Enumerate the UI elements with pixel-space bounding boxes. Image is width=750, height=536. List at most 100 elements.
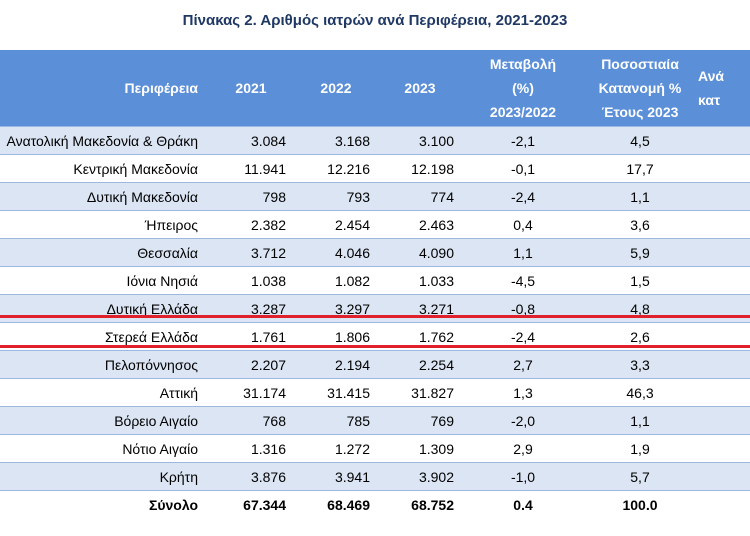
table-row: Αττική 31.174 31.415 31.827 1,3 46,3: [0, 378, 750, 407]
share-text: 5,9: [630, 244, 650, 261]
value-2021-cell: 1.316: [208, 434, 294, 463]
value-2023-cell: 2.463: [378, 210, 462, 239]
value-2023-cell: 68.752: [378, 490, 462, 511]
value-2022-cell: 3.297: [294, 294, 378, 323]
value-2021-text: 2.382: [250, 216, 286, 233]
value-2021-text: 3.876: [250, 468, 286, 485]
value-2021-text: 67.344: [243, 496, 286, 511]
extra-cell-cut: [696, 294, 750, 323]
change-cell: 2,9: [462, 434, 584, 463]
value-2022-text: 12.216: [327, 160, 370, 177]
region-text: Ιόνια Νησιά: [126, 272, 198, 289]
header-change-line2: (%): [512, 80, 534, 96]
region-text: Σύνολο: [148, 496, 198, 511]
value-2023-text: 31.827: [411, 384, 454, 401]
change-text: 2,9: [513, 440, 533, 457]
region-cell: Θεσσαλία: [0, 238, 208, 267]
value-2023-text: 3.271: [418, 300, 454, 317]
value-2023-text: 769: [430, 412, 454, 429]
change-text: -0,1: [510, 160, 536, 177]
value-2022-text: 1.082: [334, 272, 370, 289]
table-row: Ανατολική Μακεδονία & Θράκη 3.084 3.168 3.1…: [0, 126, 750, 155]
highlight-line-top: [0, 315, 750, 318]
header-change-line1: Μεταβολή: [489, 56, 557, 72]
value-2022-text: 4.046: [334, 244, 370, 261]
share-text: 5,7: [630, 468, 650, 485]
change-cell: -2,0: [462, 406, 584, 435]
change-cell: -0,1: [462, 154, 584, 183]
region-text: Αττική: [159, 384, 198, 401]
table-row: Πελοπόννησος 2.207 2.194 2.254 2,7 3,3: [0, 350, 750, 379]
share-text: 46,3: [626, 384, 654, 401]
value-2022-text: 3.168: [334, 132, 370, 149]
share-text: 4,5: [630, 132, 650, 149]
change-text: 2,7: [513, 356, 533, 373]
change-text: -2,4: [510, 328, 536, 345]
value-2021-cell: 3.287: [208, 294, 294, 323]
region-text: Πελοπόννησος: [104, 356, 198, 373]
value-2023-text: 4.090: [418, 244, 454, 261]
share-text: 100,0: [622, 496, 658, 511]
value-2021-cell: 31.174: [208, 378, 294, 407]
change-text: 1,3: [513, 384, 533, 401]
value-2022-text: 1.272: [334, 440, 370, 457]
extra-cell-cut: [696, 266, 750, 295]
value-2023-text: 2.463: [418, 216, 454, 233]
value-2021-text: 3.287: [250, 300, 286, 317]
region-text: Δυτική Ελλάδα: [106, 300, 198, 317]
value-2023-text: 3.100: [418, 132, 454, 149]
value-2022-cell: 785: [294, 406, 378, 435]
table-row: Στερεά Ελλάδα 1.761 1.806 1.762 -2,4 2,6: [0, 322, 750, 351]
value-2023-text: 774: [430, 188, 454, 205]
table-row: Ήπειρος 2.382 2.454 2.463 0,4 3,6: [0, 210, 750, 239]
header-extra-line2: κατ: [698, 92, 721, 108]
value-2021-cell: 2.382: [208, 210, 294, 239]
header-change-line3: 2023/2022: [489, 104, 557, 120]
value-2023-text: 12.198: [411, 160, 454, 177]
share-text: 4,8: [630, 300, 650, 317]
region-cell: Δυτική Μακεδονία: [0, 182, 208, 211]
extra-cell-cut: [696, 238, 750, 267]
region-cell: Ιόνια Νησιά: [0, 266, 208, 295]
extra-cell-cut: [696, 210, 750, 239]
change-text: 0,4: [513, 496, 533, 511]
value-2021-cell: 11.941: [208, 154, 294, 183]
header-share-line1: Ποσοστιαία: [601, 56, 679, 72]
header-share-line3: Έτους 2023: [601, 104, 679, 120]
extra-cell-cut: [696, 154, 750, 183]
region-cell: Κεντρική Μακεδονία: [0, 154, 208, 183]
region-cell: Πελοπόννησος: [0, 350, 208, 379]
value-2021-text: 11.941: [244, 160, 286, 177]
value-2022-cell: 1.272: [294, 434, 378, 463]
doctors-table-container: Περιφέρεια 2021 2022 2023 Μεταβολή (%) 2…: [0, 50, 750, 510]
header-region: Περιφέρεια: [0, 50, 208, 127]
value-2021-cell: 67.344: [208, 490, 294, 511]
extra-cell-cut: [696, 182, 750, 211]
region-cell: Νότιο Αιγαίο: [0, 434, 208, 463]
value-2023-cell: 1.033: [378, 266, 462, 295]
value-2022-cell: 4.046: [294, 238, 378, 267]
share-text: 17,7: [626, 160, 654, 177]
value-2022-cell: 1.082: [294, 266, 378, 295]
header-2023: 2023: [378, 50, 462, 127]
header-2021: 2021: [208, 50, 294, 127]
value-2023-cell: 12.198: [378, 154, 462, 183]
change-cell: -4,5: [462, 266, 584, 295]
table-row: Ιόνια Νησιά 1.038 1.082 1.033 -4,5 1,5: [0, 266, 750, 295]
change-cell: 0,4: [462, 490, 584, 511]
share-text: 2,6: [630, 328, 650, 345]
total-row: Σύνολο 67.344 68.469 68.752 0,4 100,0: [0, 490, 750, 511]
region-text: Στερεά Ελλάδα: [104, 328, 198, 345]
value-2021-text: 31.174: [243, 384, 286, 401]
value-2021-text: 1.316: [250, 440, 286, 457]
value-2022-text: 793: [346, 188, 370, 205]
share-cell: 17,7: [584, 154, 696, 183]
value-2022-text: 785: [346, 412, 370, 429]
share-text: 1,1: [630, 188, 650, 205]
value-2021-cell: 2.207: [208, 350, 294, 379]
change-text: -2,1: [510, 132, 536, 149]
value-2022-cell: 2.454: [294, 210, 378, 239]
value-2023-text: 68.752: [411, 496, 454, 511]
doctors-by-region-table: Περιφέρεια 2021 2022 2023 Μεταβολή (%) 2…: [0, 50, 750, 510]
value-2023-cell: 3.271: [378, 294, 462, 323]
